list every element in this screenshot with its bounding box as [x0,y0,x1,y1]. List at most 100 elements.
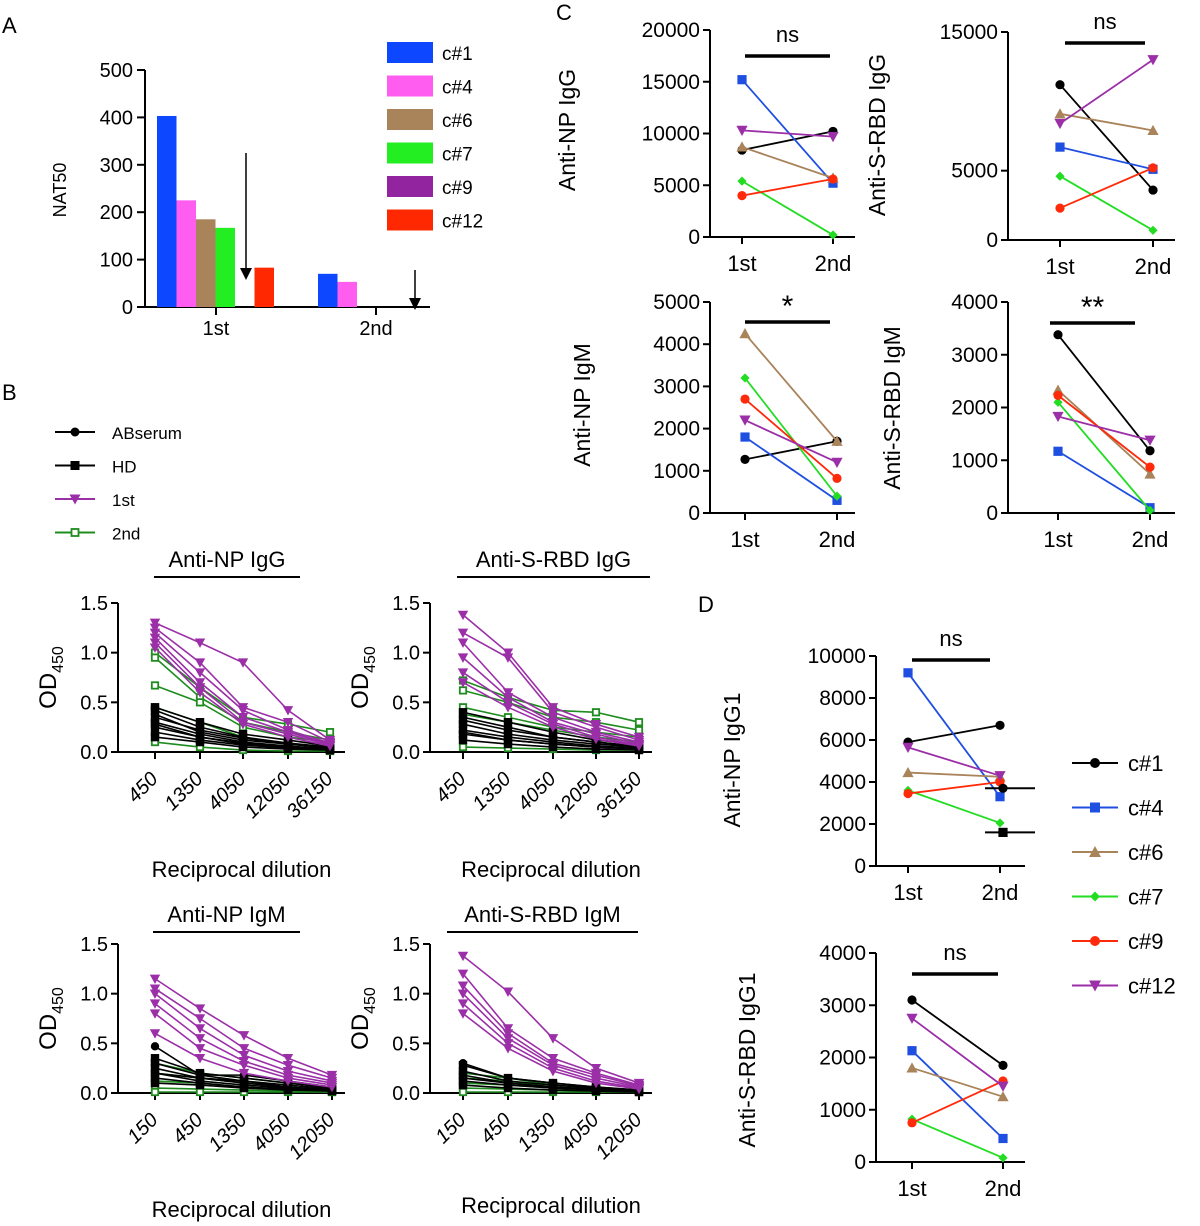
point-1st-13-2 [547,722,559,733]
chart-c3-anti-np-igm: 0 1000 2000 3000 4000 5000 1st 2nd Anti-NP IgM * [569,290,855,552]
y-tick-label: 4000 [819,942,866,965]
point-c-12-2nd [1147,55,1159,66]
pair-line-c-6 [1059,112,1154,132]
x-tick-label-1st: 1st [1043,527,1072,552]
pair-line-c-12 [744,419,838,464]
y-tick-label: 1.5 [80,934,108,956]
chart-title: Anti-S-RBD IgG [476,547,631,572]
point-c-12-1st [906,1013,918,1024]
legend-swatch-c-4 [387,75,433,97]
point-c-1-1st [907,995,917,1005]
legend-swatch-c-7 [387,142,433,164]
point-1st-11-1 [502,693,514,703]
arrow-2nd-head [409,298,421,310]
point-1st-12-0 [149,638,161,648]
x-tick-label-12050: 12050 [241,768,296,823]
point-1st-8-2 [238,1031,250,1041]
point-1st-13-2 [238,1068,250,1079]
point-1st-13-2 [237,719,249,730]
point-hd-7-0 [458,735,468,745]
point-1st-8-1 [194,1004,206,1014]
point-c-6-2nd [997,1091,1009,1102]
point-c-1-2nd [1148,185,1158,195]
x-tick-label-12050: 12050 [592,1109,647,1164]
point-hd-2-0 [458,708,468,717]
point-1st-9-2 [237,658,249,668]
x-axis-label: Reciprocal dilution [461,1193,641,1218]
chart-title: Anti-S-RBD IgM [464,902,620,927]
point-c-12-1st [739,415,751,426]
y-tick-label: 5000 [653,291,700,314]
point-c-12-2nd [831,457,843,468]
legend-marker-c-1 [1090,758,1100,768]
point-hd-4-0 [458,719,468,729]
point-1st-12-1 [502,1044,514,1054]
point-hd-6-2 [548,1085,558,1095]
y-tick-label: 0 [854,1151,866,1174]
point-1st-11-0 [457,653,469,663]
legend-marker-2nd [70,528,80,537]
legend-marker-c-7 [1090,891,1100,902]
y-tick-label: 15000 [940,21,998,44]
y-tick-label: 0.5 [392,692,420,714]
x-tick-label-1350: 1350 [205,1109,252,1156]
legend-label-2nd: 2nd [112,525,140,544]
significance-label: ns [943,940,966,965]
point-c-9-2nd [1148,163,1158,173]
legend-swatch-c-1 [387,42,433,63]
pair-line-c-12 [1059,58,1154,125]
y-tick-label: 1000 [653,460,700,483]
point-hd-7-0 [150,1078,160,1088]
point-1st-13-0 [149,1029,161,1039]
point-1st-9-3 [282,706,294,716]
y-tick-label: 1.0 [392,643,420,665]
point-1st-13-1 [194,1054,206,1064]
y-axis-label: Anti-NP IgM [569,343,595,467]
pair-line-c-9 [744,398,838,480]
legend-label-c-1: c#1 [1128,751,1163,776]
point-2nd-18-0 [458,742,468,752]
point-1st-7-1 [502,987,514,997]
y-tick-label: 3000 [653,375,700,398]
point-2nd-18-1 [195,1087,205,1097]
y-tick-label: 15000 [642,71,700,94]
point-hd-4-0 [458,1070,468,1080]
panel-label-a: A [2,13,17,38]
point-c-7-1st [1053,397,1063,407]
point-c-9-2nd [1145,462,1155,472]
point-1st-12-0 [149,1009,161,1019]
point-1st-9-2 [547,708,559,718]
point-1st-8-2 [547,703,559,713]
point-c-4-1st [737,75,747,85]
point-1st-9-3 [590,722,602,733]
point-1st-12-1 [194,1044,206,1054]
point-1st-8-1 [502,1024,514,1034]
y-tick-label: 300 [100,155,133,177]
point-1st-8-2 [547,1054,559,1064]
point-hd-3-0 [150,706,160,715]
pair-line-c-7 [907,789,1001,824]
chart-d1-anti-np-igg1: 0 2000 4000 6000 8000 10000 1st 2nd Anti-NP IgG1… [719,626,1035,905]
significance-label: ns [776,22,799,47]
y-tick-label: 500 [100,60,133,82]
point-c-1-2nd [1145,446,1155,456]
y-axis-label: OD450 [347,646,379,709]
point-1st-10-1 [502,688,514,698]
chart-title: Anti-NP IgM [167,902,285,927]
y-tick-label: 100 [100,250,133,272]
point-1st-7-0 [457,951,469,962]
bar-c-7-1st [215,227,235,307]
y-tick-label: 1.5 [392,934,420,956]
y-axis-label: Anti-NP IgG1 [719,692,745,827]
point-c-6-1st [902,766,914,778]
point-hd-6-0 [150,719,160,729]
y-axis-label: Anti-NP IgG [554,69,580,191]
chart-b4-anti-s-rbd-igm: 0.0 0.5 1.0 1.5 OD450 Anti-S-RBD IgM 150 450135… [347,902,652,1218]
point-1st-10-2 [238,1051,250,1061]
point-c-12-1st [1054,118,1066,130]
point-hd-8-1 [195,737,205,747]
legend-label-c-7: c#7 [442,145,473,166]
